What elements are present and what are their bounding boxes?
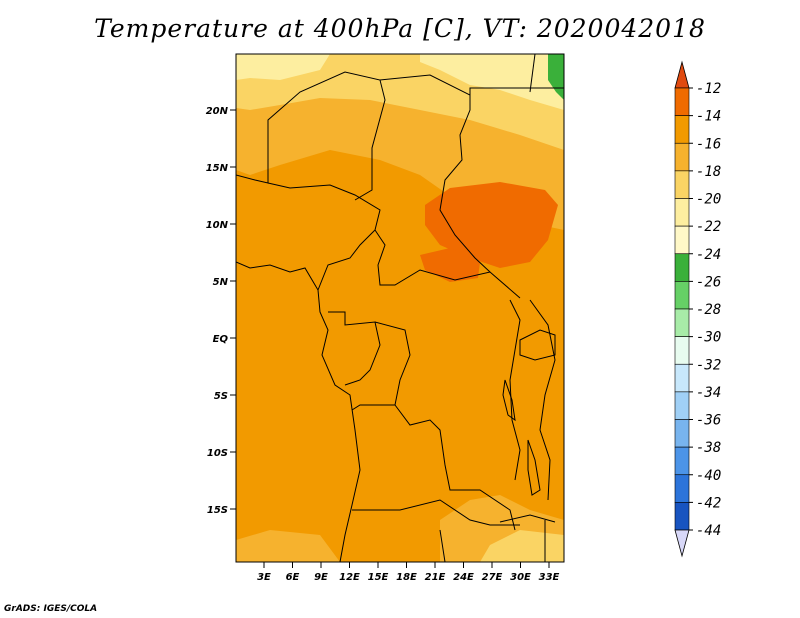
border-congo [351, 321, 411, 411]
colorbar-box [674, 198, 690, 227]
lat-tick-label: 15S [207, 505, 228, 516]
colorbar-label: -34 [696, 385, 721, 401]
border-east-africa [529, 299, 556, 501]
lat-tick-label: 5N [213, 277, 229, 288]
colorbar-label: -32 [696, 357, 721, 373]
colorbar-box [674, 225, 690, 255]
lon-tick-label: 9E [314, 572, 328, 583]
chart-title: Temperature at 400hPa [C], VT: 202004201… [94, 14, 706, 43]
colorbar-label: -24 [696, 247, 721, 263]
colorbar-box [674, 142, 690, 172]
field-band-22-northwest [236, 54, 330, 80]
lon-tick-label: 6E [286, 572, 300, 583]
colorbar-box [674, 281, 690, 310]
border-libya [469, 87, 564, 95]
colorbar-label: -28 [696, 302, 721, 318]
colorbar-box [674, 87, 690, 116]
border-nigeria [267, 182, 381, 291]
colorbar-box [674, 391, 690, 420]
field-band-18-southwest [236, 530, 340, 562]
colorbar-bottom-triangle [674, 529, 690, 558]
lat-tick-label: 5S [214, 391, 228, 402]
border-drc-angola [394, 404, 516, 531]
field-band-20-south [480, 530, 564, 562]
colorbar-label: -30 [696, 330, 721, 346]
lake-malawi [527, 439, 541, 496]
latitude-axis: 20N 15N 10N 5N EQ 5S 10S 15S [206, 106, 236, 516]
lon-tick-label: 24E [453, 572, 474, 583]
colorbar-label: -22 [696, 219, 721, 235]
lon-tick-label: 15E [368, 572, 389, 583]
map-frame [235, 53, 565, 563]
colorbar-label: -44 [696, 523, 721, 539]
colorbar-box [674, 115, 690, 144]
longitude-axis: 3E 6E 9E 12E 15E 18E 21E 24E 27E 30E 33E [257, 562, 560, 583]
colorbar-label: -26 [696, 274, 721, 290]
border-zambia-zimbabwe [499, 514, 556, 523]
lon-tick-label: 18E [396, 572, 417, 583]
lon-tick-label: 21E [425, 572, 446, 583]
colorbar-box [674, 253, 690, 282]
colorbar-box [674, 474, 690, 503]
border-drc-east [509, 299, 521, 481]
colorbar-label: -18 [696, 164, 721, 180]
colorbar-label: -16 [696, 136, 721, 152]
colorbar-label: -38 [696, 440, 721, 456]
lake-tanganyika [502, 379, 516, 422]
field-band-14-center [420, 248, 480, 282]
lon-tick-label: 33E [539, 572, 560, 583]
lon-tick-label: 3E [257, 572, 271, 583]
colorbar-box [674, 363, 690, 393]
colorbar-label: -36 [696, 413, 721, 429]
lat-tick-label: EQ [213, 334, 229, 345]
colorbar-box [674, 502, 690, 531]
border-niger-mali [236, 71, 386, 201]
field-band-22-north [420, 54, 564, 110]
coastline-west [236, 261, 361, 562]
field-band-14-east [425, 182, 558, 268]
colorbar-label: -40 [696, 468, 721, 484]
lon-tick-label: 30E [510, 572, 531, 583]
colorbar-label: -12 [696, 81, 721, 97]
lat-tick-label: 10N [206, 220, 229, 231]
border-egypt-sudan [529, 54, 536, 93]
border-chad [379, 74, 491, 273]
colorbar-box [674, 336, 690, 365]
lon-tick-label: 27E [482, 572, 503, 583]
border-angola-south [352, 499, 520, 526]
colorbar-box [674, 308, 690, 337]
border-cameroon-gabon [328, 311, 381, 386]
lat-tick-label: 15N [206, 163, 229, 174]
grads-credit: GrADS: IGES/COLA [4, 604, 98, 614]
colorbar-label: -20 [696, 192, 721, 208]
border-namibia [439, 529, 446, 562]
colorbar-label: -42 [696, 495, 721, 511]
temperature-field [236, 54, 564, 562]
lon-tick-label: 12E [339, 572, 360, 583]
boundaries [236, 54, 564, 562]
lat-tick-label: 10S [207, 448, 228, 459]
colorbar-label: -14 [696, 109, 721, 125]
colorbar-box [674, 419, 690, 448]
border-car [374, 229, 521, 299]
lake-victoria [519, 329, 556, 361]
colorbar: -12 -14 -16 -18 -20 -22 -24 -26 -28 -30 -32 -34 -36 -… [674, 60, 721, 558]
colorbar-box [674, 170, 690, 199]
lat-tick-label: 20N [206, 106, 229, 117]
colorbar-box [674, 446, 690, 476]
colorbar-top-triangle [674, 60, 690, 89]
